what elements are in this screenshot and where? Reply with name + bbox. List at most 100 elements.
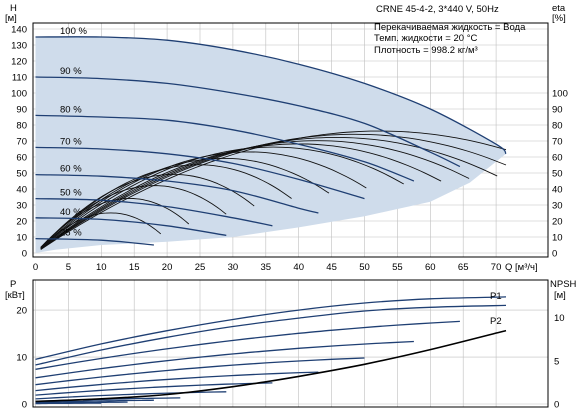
npsh-tick-label: 10 [554,313,565,324]
efficiency-tick-label: 30 [552,201,563,212]
head-y-tick-label: 70 [16,137,27,148]
head-y-tick-label: 80 [16,121,27,132]
speed-percent-label: 80 % [60,104,82,115]
head-curve [35,173,319,214]
head-x-tick-label: 60 [425,262,436,273]
efficiency-curve [40,164,292,249]
head-x-tick-label: 25 [195,262,206,273]
head-x-tick-label: 20 [162,262,173,273]
p2-label: P2 [490,316,502,327]
head-curve [35,114,415,182]
power-curves [35,296,507,405]
power-chart: 0 10 20 0 5 10 P [кВт] NPSH [м] P1 P2 [5,279,577,411]
power-chart-frame [32,279,549,408]
info-density: Плотность = 998.2 кг/м³ [374,45,478,56]
speed-percent-label: 40 % [60,207,82,218]
p1-power-curve [35,296,507,361]
head-y-tick-label: 50 [16,169,27,180]
reduced-speed-power-curve [35,320,460,370]
head-x-tick-label: 10 [96,262,107,273]
pump-title: CRNE 45-4-2, 3*440 V, 50Hz [376,4,499,15]
efficiency-tick-label: 70 [552,137,563,148]
head-x-tick-label: 35 [261,262,272,273]
head-y-tick-label: 60 [16,153,27,164]
efficiency-tick-labels: 0 10 20 30 40 50 60 70 80 90 100 [552,89,568,260]
head-x-tick-label: 0 [33,262,38,273]
efficiency-tick-label: 50 [552,169,563,180]
efficiency-tick-label: 100 [552,89,568,100]
head-curve [35,237,154,246]
head-curve [35,197,273,227]
flow-axis-label: Q [м³/ч] [505,262,538,273]
speed-percent-label: 100 % [60,26,87,37]
head-x-tick-label: 50 [359,262,370,273]
p1-label: P1 [490,291,502,302]
head-x-tick-label: 65 [458,262,469,273]
head-curve [35,36,507,155]
head-y-tick-label: 10 [16,233,27,244]
efficiency-tick-label: 10 [552,233,563,244]
npsh-tick-label: 0 [554,400,559,411]
head-curves [35,36,507,246]
head-x-tick-label: 30 [228,262,239,273]
head-curve [35,217,227,237]
head-x-tick-label: 15 [129,262,140,273]
power-axis-label: P [10,279,16,290]
power-y-tick-label: 20 [16,306,27,317]
power-y-tick-label: 10 [16,353,27,364]
speed-percent-label: 25 % [60,228,82,239]
npsh-curve [35,329,507,403]
head-y-tick-label: 130 [11,41,27,52]
efficiency-axis-label: eta [552,3,566,14]
head-y-tick-label: 40 [16,185,27,196]
head-axis-unit: [м] [5,13,17,24]
reduced-speed-power-curve [35,357,365,386]
power-gridlines [33,280,548,407]
reduced-speed-power-curve [35,340,414,379]
power-y-tick-labels: 0 10 20 [16,306,27,411]
head-chart: 100 % 90 % 80 % 70 % 60 % 50 % 40 % 25 % 0 5 10 15… [5,3,568,273]
head-y-tick-label: 90 [16,105,27,116]
head-y-tick-label: 20 [16,217,27,228]
efficiency-curve [40,146,404,249]
efficiency-tick-label: 20 [552,217,563,228]
speed-percent-label: 60 % [60,164,82,175]
p2-power-curve [35,304,507,366]
head-x-tick-labels: 0 5 10 15 20 25 30 35 40 45 50 55 60 65 70 [33,262,502,273]
power-axis-unit: [кВт] [5,290,25,301]
head-y-tick-label: 0 [22,249,27,260]
head-x-tick-label: 45 [326,262,337,273]
efficiency-tick-label: 0 [552,249,557,260]
head-y-tick-label: 120 [11,57,27,68]
head-y-tick-labels: 0 10 20 30 40 50 60 70 80 90 100 110 120 130 140 [11,25,27,260]
info-liquid: Перекачиваемая жидкость = Вода [374,22,526,33]
head-x-tick-label: 70 [491,262,502,273]
efficiency-tick-label: 90 [552,105,563,116]
npsh-tick-label: 5 [554,356,559,367]
efficiency-tick-label: 40 [552,185,563,196]
speed-percent-labels: 100 % 90 % 80 % 70 % 60 % 50 % 40 % 25 % [60,26,87,239]
head-curve [35,146,365,200]
efficiency-tick-label: 60 [552,153,563,164]
head-curve [35,76,461,168]
head-y-tick-label: 100 [11,89,27,100]
head-y-tick-label: 140 [11,25,27,36]
head-chart-frame [32,22,549,258]
speed-percent-label: 70 % [60,136,82,147]
speed-percent-label: 90 % [60,66,82,77]
speed-percent-label: 50 % [60,188,82,199]
power-y-tick-label: 0 [22,400,27,411]
head-axis-label: H [10,3,17,14]
head-x-tick-label: 40 [293,262,304,273]
efficiency-curve [40,173,255,248]
npsh-tick-labels: 0 5 10 [554,313,565,410]
head-y-tick-label: 110 [12,73,27,84]
head-y-tick-label: 30 [16,201,27,212]
efficiency-axis-unit: [%] [552,13,566,24]
reduced-speed-power-curve [35,399,154,404]
npsh-axis-unit: [м] [554,290,566,301]
info-temperature: Темп. жидкости = 20 °C [374,33,477,44]
efficiency-tick-label: 80 [552,121,563,132]
efficiency-curve [40,130,507,250]
